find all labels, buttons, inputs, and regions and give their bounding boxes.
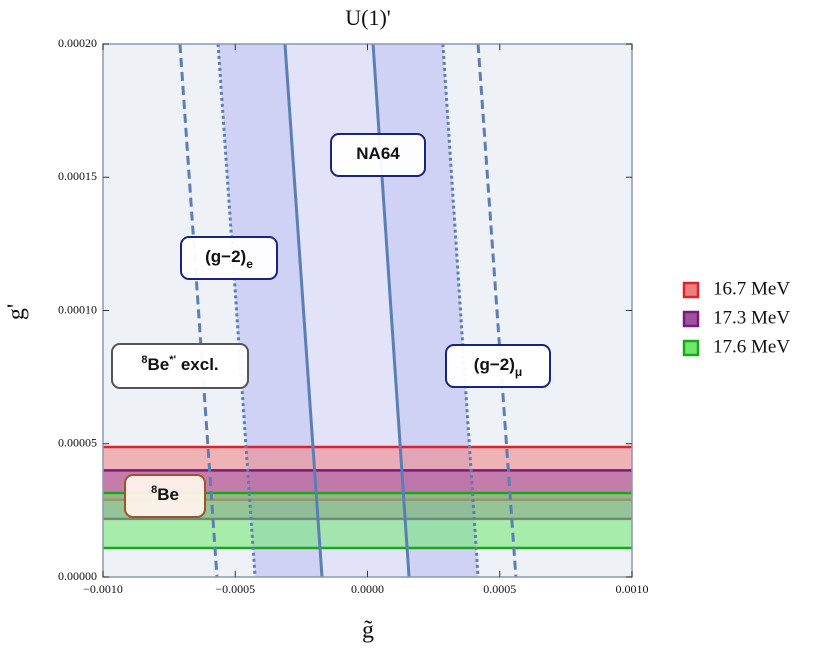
annotation-part: *' bbox=[169, 354, 176, 366]
constraint-line bbox=[178, 43, 219, 578]
annotation-label: (g−2)μ bbox=[474, 355, 522, 379]
chart-title: U(1)' bbox=[345, 5, 391, 30]
annotation-label: 8Be bbox=[151, 484, 179, 505]
annotation-part: NA64 bbox=[356, 144, 400, 163]
y-tick-label: 0.00015 bbox=[58, 169, 97, 183]
shaded-region bbox=[218, 44, 323, 577]
x-tick-label: 0.0005 bbox=[483, 582, 516, 596]
annotation-label: 8Be*' excl. bbox=[141, 354, 218, 375]
constraint-line bbox=[371, 43, 411, 578]
annotation-box bbox=[180, 236, 278, 280]
annotation-part: (g−2) bbox=[474, 355, 515, 374]
y-axis-label: g' bbox=[4, 304, 30, 320]
annotation-part: 8 bbox=[151, 484, 157, 496]
shaded-region bbox=[284, 44, 410, 577]
annotation-part: 8 bbox=[141, 354, 147, 366]
annotation-part: e bbox=[246, 257, 253, 271]
annotation-part: Be bbox=[157, 485, 179, 504]
y-tick-label: 0.00020 bbox=[58, 36, 97, 50]
y-tick-label: 0.00000 bbox=[58, 569, 97, 583]
annotation-part: excl. bbox=[176, 355, 219, 374]
legend-swatch bbox=[682, 339, 700, 357]
x-axis-label: g̃ bbox=[362, 618, 374, 644]
y-tick-label: 0.00005 bbox=[58, 436, 97, 450]
constraint-line bbox=[441, 43, 480, 578]
shaded-region bbox=[373, 44, 479, 577]
annotation-label: (g−2)e bbox=[205, 247, 253, 271]
x-tick-label: −0.0010 bbox=[83, 582, 123, 596]
x-tick-label: −0.0005 bbox=[215, 582, 255, 596]
annotation-part: (g−2) bbox=[205, 247, 246, 266]
constraint-line bbox=[476, 43, 518, 578]
annotation-part: Be bbox=[147, 355, 169, 374]
annotation-part: μ bbox=[515, 365, 522, 379]
annotation-box bbox=[124, 474, 206, 518]
annotation-box bbox=[445, 344, 551, 388]
x-tick-label: 0.0010 bbox=[616, 582, 649, 596]
legend-label: 17.3 MeV bbox=[713, 307, 790, 328]
annotation-label: NA64 bbox=[356, 144, 400, 163]
legend-swatch bbox=[682, 281, 700, 299]
legend-label: 17.6 MeV bbox=[713, 336, 790, 357]
annotation-box bbox=[330, 133, 426, 177]
y-tick-label: 0.00010 bbox=[58, 302, 97, 316]
legend-label: 16.7 MeV bbox=[713, 278, 790, 299]
legend-swatch bbox=[682, 310, 700, 328]
constraint-line bbox=[216, 43, 257, 578]
x-tick-label: 0.0000 bbox=[351, 582, 384, 596]
annotation-box bbox=[111, 343, 249, 389]
constraint-line bbox=[283, 43, 324, 578]
